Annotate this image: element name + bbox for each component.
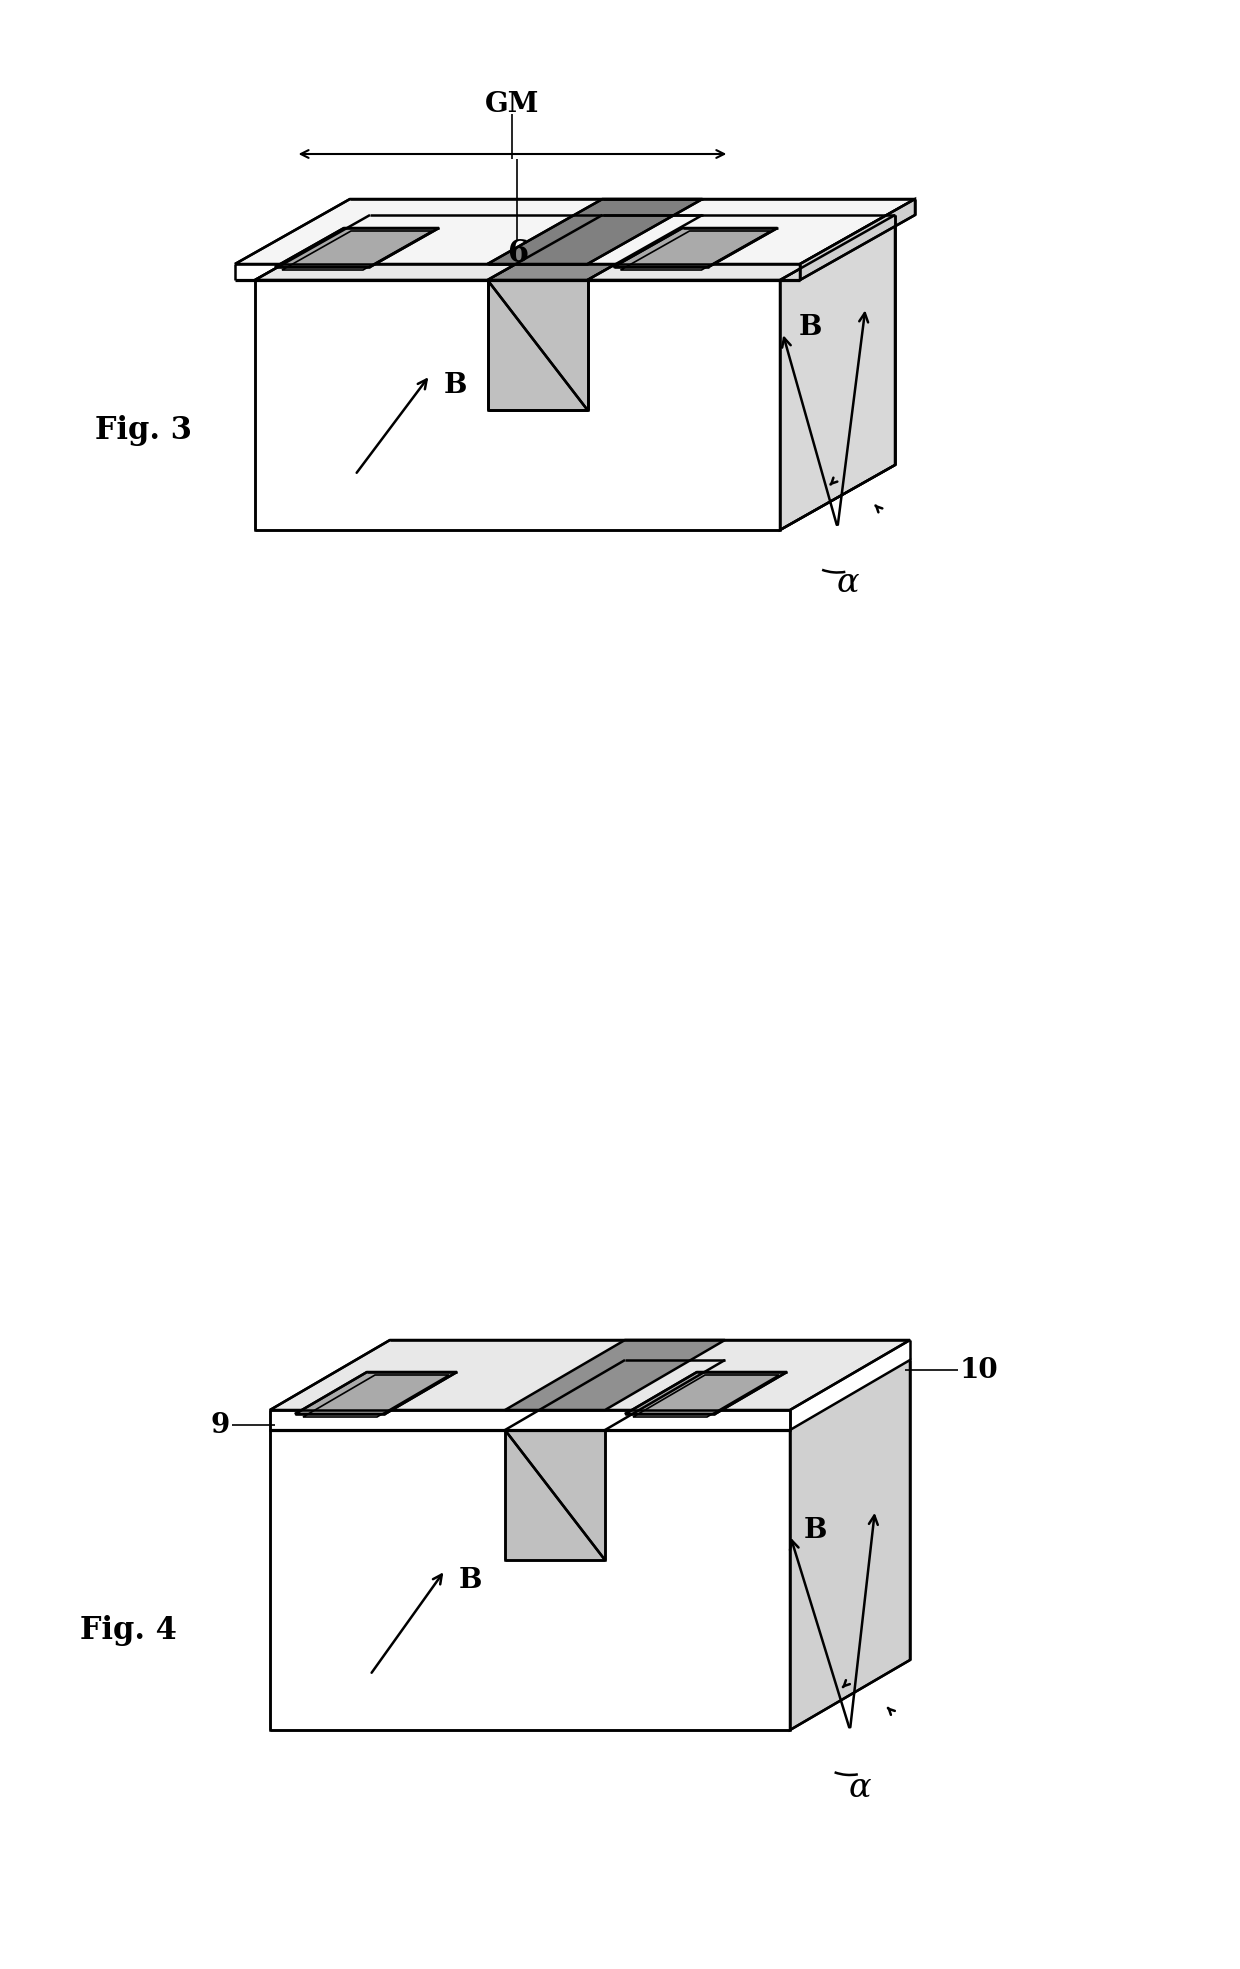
Text: 6: 6 xyxy=(507,238,528,270)
Polygon shape xyxy=(487,215,703,280)
Polygon shape xyxy=(295,1372,458,1414)
Polygon shape xyxy=(270,1410,790,1429)
Polygon shape xyxy=(275,228,439,268)
Polygon shape xyxy=(625,1372,787,1414)
Text: 10: 10 xyxy=(960,1357,998,1384)
Text: B: B xyxy=(459,1567,481,1593)
Text: Fig. 4: Fig. 4 xyxy=(81,1615,177,1646)
Text: B: B xyxy=(444,372,466,398)
Text: GM: GM xyxy=(485,91,539,118)
Polygon shape xyxy=(255,215,895,280)
Polygon shape xyxy=(255,215,603,280)
Polygon shape xyxy=(790,1361,910,1731)
Polygon shape xyxy=(800,199,915,280)
Polygon shape xyxy=(588,215,895,280)
Text: 9: 9 xyxy=(211,1412,229,1439)
Polygon shape xyxy=(255,280,780,530)
Text: B: B xyxy=(799,313,822,341)
Polygon shape xyxy=(780,215,895,530)
Polygon shape xyxy=(505,1429,605,1559)
Text: α: α xyxy=(836,567,859,599)
Text: α: α xyxy=(848,1772,872,1804)
Text: B: B xyxy=(804,1516,827,1544)
Polygon shape xyxy=(270,1429,790,1731)
Polygon shape xyxy=(614,228,777,268)
Polygon shape xyxy=(505,1341,725,1410)
Polygon shape xyxy=(236,199,915,264)
Polygon shape xyxy=(270,1341,910,1410)
Polygon shape xyxy=(487,280,588,410)
Polygon shape xyxy=(487,199,703,264)
Text: Fig. 3: Fig. 3 xyxy=(95,415,192,445)
